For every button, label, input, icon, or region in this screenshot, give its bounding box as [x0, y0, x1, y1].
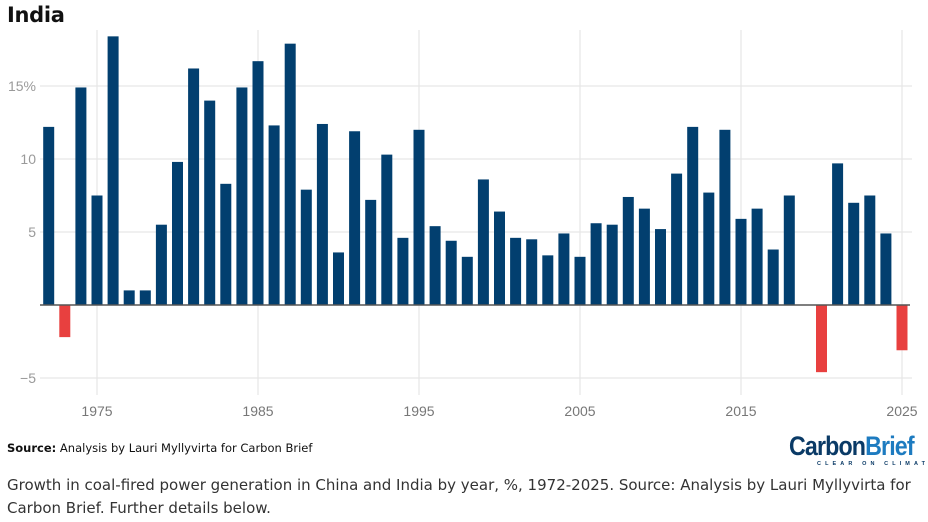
bar-2016[interactable] [751, 208, 763, 305]
bar-1979[interactable] [155, 224, 167, 305]
bar-1982[interactable] [204, 100, 216, 305]
y-tick-label: 5 [28, 224, 36, 240]
bar-2006[interactable] [590, 223, 602, 305]
x-tick-label: 1985 [242, 403, 273, 419]
bar-1975[interactable] [91, 195, 103, 306]
bar-2008[interactable] [622, 196, 634, 305]
x-axis: 1975 1985 1995 2005 2015 2025 [81, 403, 917, 419]
bar-1984[interactable] [236, 87, 248, 306]
bar-2023[interactable] [864, 195, 876, 306]
bar-2017[interactable] [767, 249, 779, 305]
source-label: Source: [7, 441, 57, 455]
bar-2004[interactable] [558, 233, 570, 305]
bar-2002[interactable] [526, 239, 538, 305]
y-tick-label: −5 [20, 370, 36, 386]
bar-2005[interactable] [574, 256, 586, 305]
bar-1993[interactable] [381, 154, 393, 305]
bar-1999[interactable] [477, 179, 489, 305]
carbon-brief-logo[interactable]: CarbonBrief CLEAR ON CLIMATE [789, 431, 928, 472]
logo-wordmark: CarbonBrief [789, 431, 915, 461]
y-axis: −5 5 10 15% [8, 78, 36, 386]
source-note: Source: Analysis by Lauri Myllyvirta for… [7, 441, 312, 455]
bar-1981[interactable] [188, 68, 200, 305]
bar-1994[interactable] [397, 237, 409, 305]
figure-caption: Growth in coal-fired power generation in… [7, 476, 911, 517]
bar-1991[interactable] [349, 131, 361, 305]
grid-layer [40, 30, 912, 395]
y-tick-label: 10 [20, 151, 36, 167]
bar-2013[interactable] [703, 192, 715, 305]
x-tick-label: 2005 [564, 403, 595, 419]
bar-2024[interactable] [880, 233, 892, 305]
bar-1974[interactable] [75, 87, 87, 306]
source-text: Analysis by Lauri Myllyvirta for Carbon … [56, 441, 313, 455]
bar-1990[interactable] [333, 252, 344, 305]
bar-1996[interactable] [429, 226, 441, 305]
bar-2022[interactable] [848, 202, 860, 305]
bar-1995[interactable] [413, 129, 425, 305]
bar-1998[interactable] [461, 256, 473, 305]
chart-title: India [7, 3, 65, 27]
logo-brief: Brief [865, 431, 914, 461]
logo-tagline: CLEAR ON CLIMATE [817, 461, 928, 467]
bar-2025[interactable] [896, 305, 908, 351]
bar-1988[interactable] [300, 189, 312, 305]
x-tick-label: 1995 [403, 403, 434, 419]
bar-1973[interactable] [59, 305, 71, 338]
x-tick-label: 2015 [725, 403, 756, 419]
x-tick-label: 2025 [886, 403, 917, 419]
bar-1985[interactable] [252, 61, 264, 306]
bar-2020[interactable] [816, 305, 827, 373]
bar-2021[interactable] [832, 163, 844, 305]
bar-1972[interactable] [43, 126, 55, 305]
bar-2009[interactable] [638, 208, 650, 305]
bar-1986[interactable] [268, 125, 280, 305]
bar-1980[interactable] [172, 161, 183, 305]
bar-1989[interactable] [316, 123, 328, 306]
logo-carbon: Carbon [789, 431, 866, 461]
bar-1977[interactable] [123, 290, 135, 305]
bar-1976[interactable] [107, 36, 119, 306]
bar-1983[interactable] [220, 183, 232, 305]
bar-2000[interactable] [494, 211, 505, 305]
bar-chart: −5 5 10 15% 1975 1985 1995 2005 2015 2025 [8, 30, 918, 419]
bar-2011[interactable] [671, 173, 683, 305]
bar-1997[interactable] [445, 240, 457, 305]
bar-2010[interactable] [655, 229, 666, 305]
bars [43, 36, 908, 373]
bar-1992[interactable] [365, 199, 377, 305]
bar-1978[interactable] [139, 290, 151, 305]
bar-2007[interactable] [606, 224, 618, 305]
bar-1987[interactable] [284, 43, 296, 305]
bar-2012[interactable] [687, 126, 699, 305]
bar-2003[interactable] [542, 255, 554, 305]
bar-2001[interactable] [510, 237, 522, 305]
y-tick-label: 15% [8, 78, 36, 94]
x-tick-label: 1975 [81, 403, 112, 419]
bar-2015[interactable] [735, 218, 747, 305]
bar-2018[interactable] [783, 195, 795, 306]
bar-2014[interactable] [719, 129, 731, 305]
